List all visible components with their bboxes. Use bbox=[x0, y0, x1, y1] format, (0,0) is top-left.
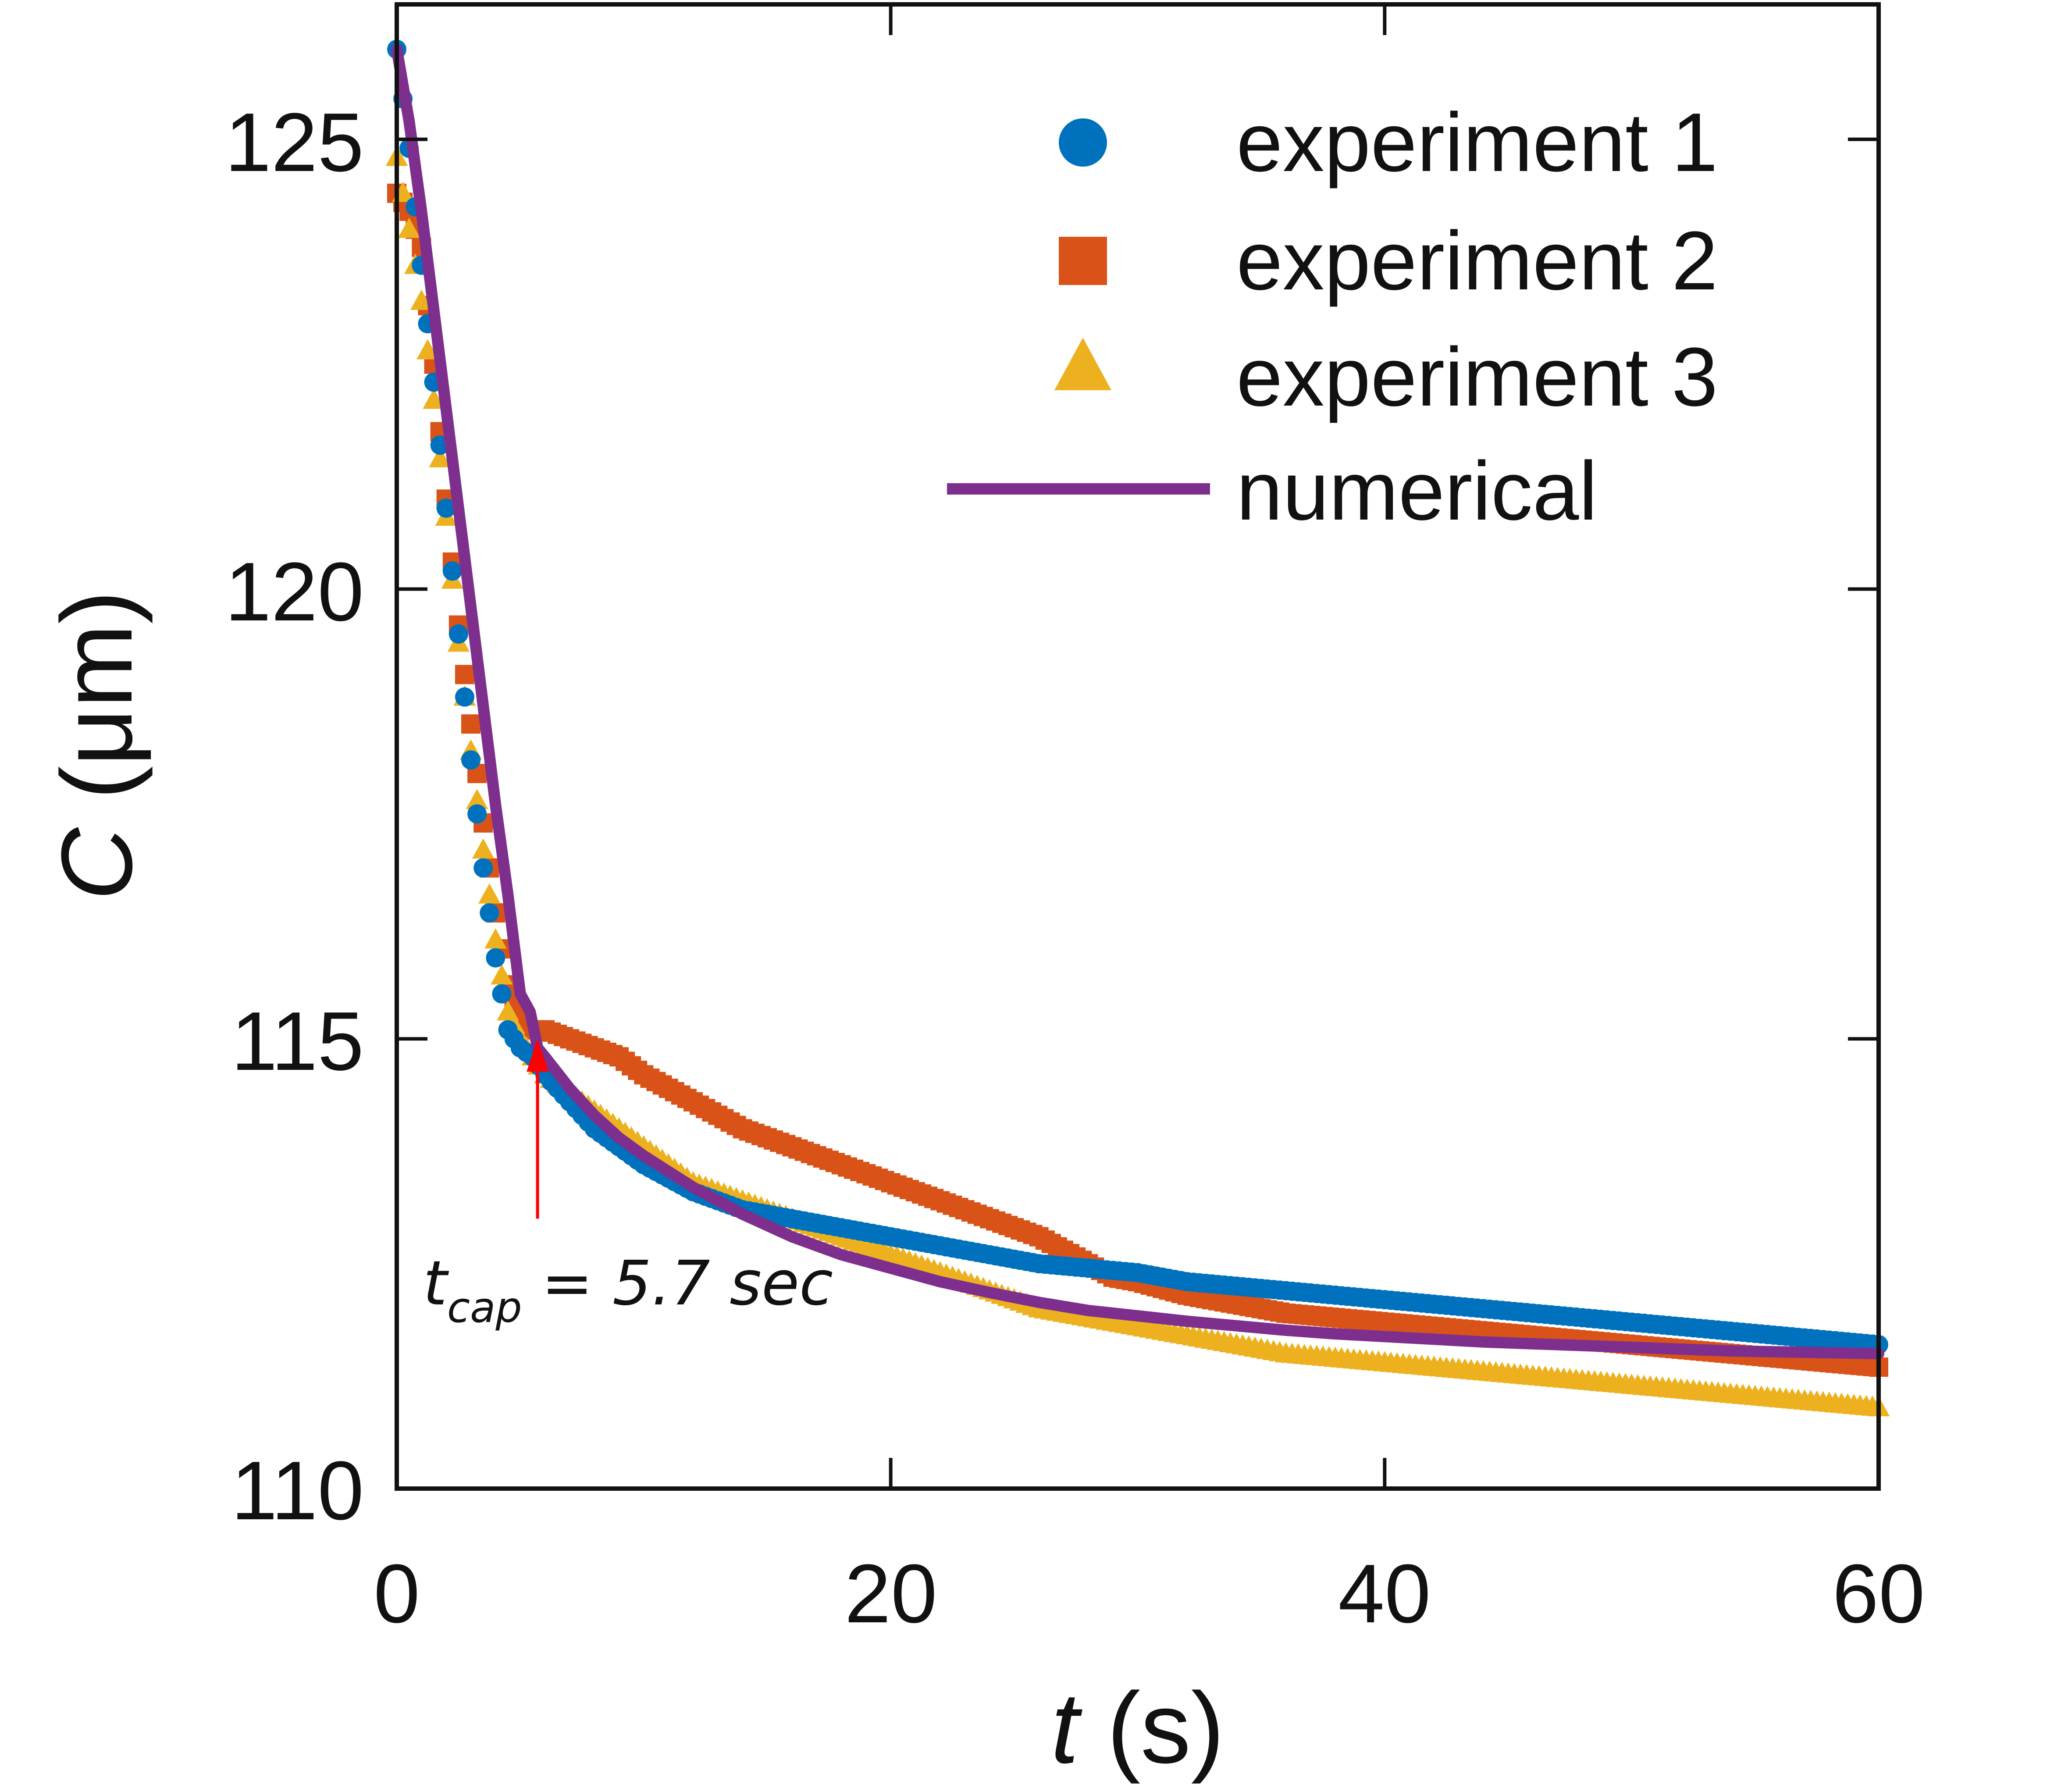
axis-ticks bbox=[395, 4, 1880, 1490]
plot-frame bbox=[395, 2, 1881, 1491]
point-experiment-3 bbox=[466, 789, 488, 809]
legend-marker-experiment-1 bbox=[1059, 118, 1107, 167]
point-experiment-3 bbox=[416, 339, 439, 360]
point-experiment-3 bbox=[484, 928, 507, 949]
point-experiment-3 bbox=[472, 838, 495, 859]
legend-label-experiment-1: experiment 1 bbox=[1236, 96, 1718, 189]
point-experiment-1 bbox=[449, 624, 468, 644]
point-experiment-1 bbox=[455, 687, 474, 707]
point-experiment-2 bbox=[455, 665, 474, 684]
point-experiment-1 bbox=[480, 903, 499, 923]
point-experiment-1 bbox=[436, 498, 456, 518]
x-axis-title: t (s) bbox=[1051, 1671, 1224, 1784]
legend-marker-experiment-2 bbox=[1059, 237, 1107, 285]
legend-label-experiment-3: experiment 3 bbox=[1236, 331, 1718, 424]
point-experiment-1 bbox=[461, 750, 481, 770]
annotation-label: tcap = 5.7 sec bbox=[423, 1248, 833, 1332]
plot-markers bbox=[385, 39, 1890, 1417]
point-experiment-1 bbox=[467, 804, 487, 824]
point-experiment-3 bbox=[478, 883, 501, 904]
point-experiment-3 bbox=[398, 217, 420, 238]
legend-label-experiment-2: experiment 2 bbox=[1236, 214, 1718, 307]
point-experiment-1 bbox=[473, 858, 493, 878]
legend: experiment 1 experiment 2 experiment 3 n… bbox=[947, 96, 1718, 538]
x-tick-label: 40 bbox=[1338, 1547, 1431, 1640]
series-line-numerical bbox=[391, 43, 1884, 1360]
x-tick-label: 0 bbox=[374, 1547, 420, 1640]
point-experiment-3 bbox=[491, 964, 513, 985]
y-axis-title: C (μm) bbox=[40, 590, 153, 900]
legend-marker-experiment-3 bbox=[1054, 338, 1111, 390]
y-tick-label: 125 bbox=[225, 96, 364, 189]
point-experiment-3 bbox=[429, 447, 451, 467]
annotation-arrowhead bbox=[527, 1039, 549, 1072]
point-experiment-1 bbox=[492, 984, 512, 1004]
x-tick-label: 60 bbox=[1832, 1547, 1925, 1640]
point-experiment-3 bbox=[423, 388, 445, 409]
legend-label-numerical: numerical bbox=[1236, 445, 1598, 538]
x-tick-label: 20 bbox=[844, 1547, 937, 1640]
plot-lines bbox=[391, 43, 1884, 1360]
y-tick-label: 120 bbox=[225, 545, 364, 638]
tcap-annotation: tcap = 5.7 sec bbox=[423, 1039, 833, 1332]
y-tick-label: 110 bbox=[231, 1444, 364, 1537]
point-experiment-1 bbox=[442, 561, 462, 581]
point-experiment-2 bbox=[461, 714, 481, 734]
point-experiment-1 bbox=[486, 948, 505, 968]
point-experiment-3 bbox=[410, 289, 433, 310]
y-tick-label: 115 bbox=[231, 995, 364, 1088]
